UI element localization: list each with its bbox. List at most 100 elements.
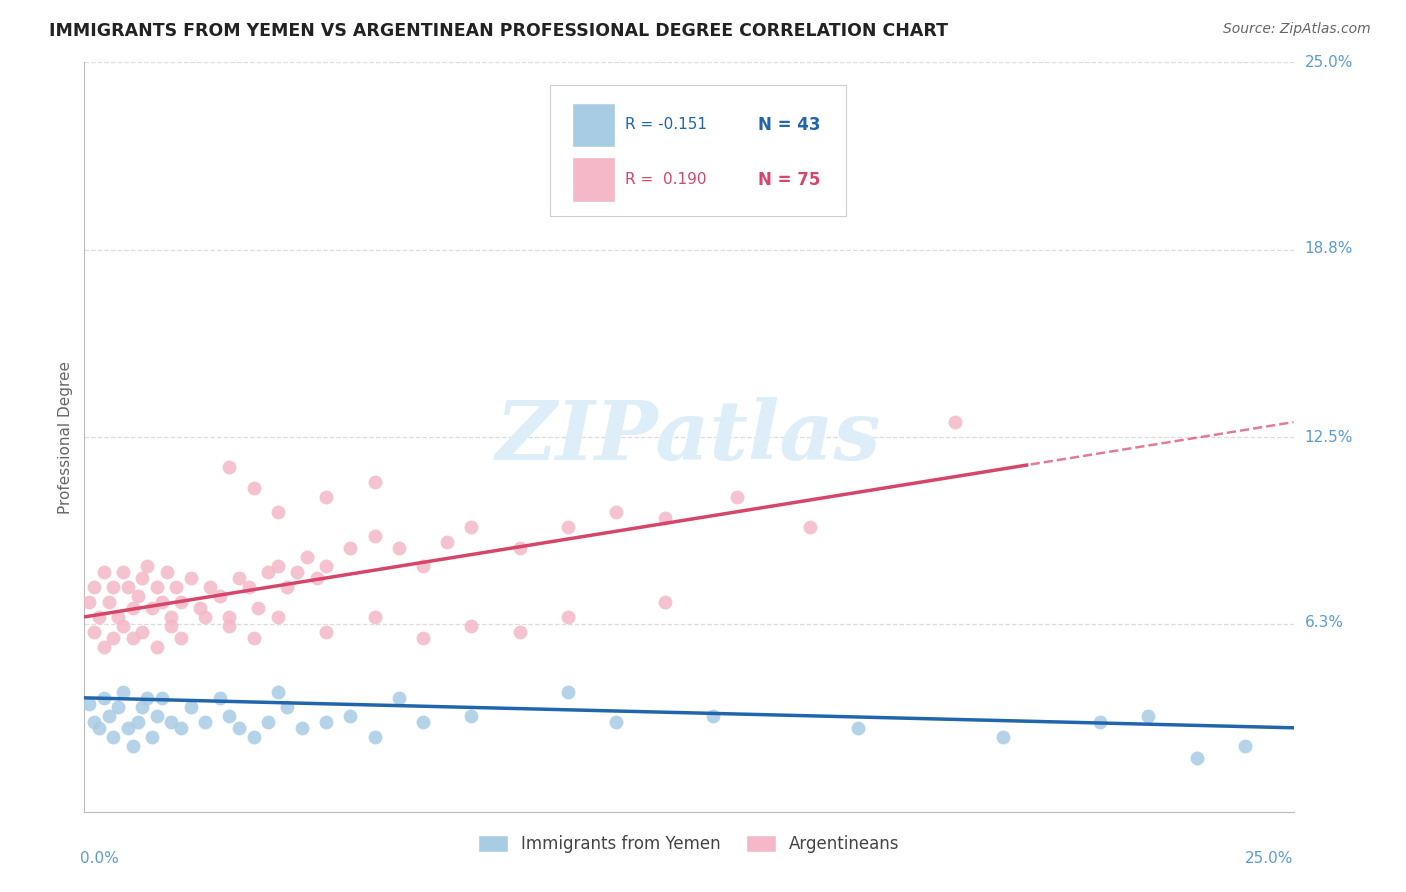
Text: N = 43: N = 43 [758, 116, 820, 134]
Point [150, 595, 173, 609]
Point [412, 631, 434, 645]
Point [238, 580, 260, 594]
Point [315, 558, 337, 573]
Point [103, 730, 125, 744]
Text: 12.5%: 12.5% [1305, 430, 1353, 444]
Point [412, 558, 434, 573]
Point [1234, 739, 1257, 753]
Point [208, 589, 231, 603]
Point [557, 610, 579, 624]
Point [557, 520, 579, 534]
Point [267, 685, 290, 699]
Point [131, 571, 153, 585]
Point [388, 541, 411, 555]
Point [267, 505, 290, 519]
Point [412, 714, 434, 729]
FancyBboxPatch shape [572, 103, 616, 147]
Text: 25.0%: 25.0% [1246, 851, 1294, 865]
Point [276, 699, 298, 714]
Point [460, 708, 482, 723]
Point [194, 610, 217, 624]
Point [257, 714, 280, 729]
Point [127, 714, 149, 729]
Point [83, 624, 105, 639]
Point [363, 730, 385, 744]
Point [702, 708, 724, 723]
Point [112, 685, 135, 699]
Text: 25.0%: 25.0% [1305, 55, 1353, 70]
Point [363, 475, 385, 489]
Point [131, 699, 153, 714]
Point [276, 580, 298, 594]
Point [160, 610, 183, 624]
Point [121, 601, 143, 615]
Point [1088, 714, 1111, 729]
Point [97, 708, 120, 723]
Point [799, 520, 821, 534]
Point [103, 580, 125, 594]
Point [285, 565, 308, 579]
Point [93, 565, 115, 579]
Point [242, 631, 264, 645]
Point [136, 558, 159, 573]
Point [107, 610, 129, 624]
Point [93, 690, 115, 705]
Point [208, 690, 231, 705]
Point [136, 690, 159, 705]
Point [121, 631, 143, 645]
Point [194, 714, 217, 729]
Point [87, 721, 110, 735]
Point [107, 699, 129, 714]
Point [315, 490, 337, 504]
Point [247, 601, 270, 615]
Point [509, 624, 531, 639]
Point [509, 541, 531, 555]
Point [436, 535, 458, 549]
Point [305, 571, 328, 585]
Point [160, 714, 183, 729]
Point [339, 541, 361, 555]
Legend: Immigrants from Yemen, Argentineans: Immigrants from Yemen, Argentineans [471, 828, 907, 860]
Point [141, 730, 163, 744]
Point [121, 739, 143, 753]
Point [605, 714, 627, 729]
Point [315, 714, 337, 729]
Text: 6.3%: 6.3% [1305, 615, 1344, 631]
Point [198, 580, 221, 594]
FancyBboxPatch shape [550, 85, 846, 216]
Point [943, 415, 966, 429]
Point [242, 730, 264, 744]
Y-axis label: Professional Degree: Professional Degree [58, 360, 73, 514]
Point [146, 708, 169, 723]
Text: R = -0.151: R = -0.151 [624, 118, 707, 132]
Point [127, 589, 149, 603]
Point [460, 520, 482, 534]
Point [87, 610, 110, 624]
Point [83, 580, 105, 594]
Text: Source: ZipAtlas.com: Source: ZipAtlas.com [1223, 22, 1371, 37]
Text: IMMIGRANTS FROM YEMEN VS ARGENTINEAN PROFESSIONAL DEGREE CORRELATION CHART: IMMIGRANTS FROM YEMEN VS ARGENTINEAN PRO… [49, 22, 948, 40]
Point [103, 631, 125, 645]
Point [315, 624, 337, 639]
Point [1185, 751, 1208, 765]
Point [339, 708, 361, 723]
Point [654, 595, 676, 609]
Point [146, 580, 169, 594]
Point [218, 460, 240, 475]
Point [180, 699, 202, 714]
Point [112, 619, 135, 633]
Point [267, 558, 290, 573]
Point [77, 595, 100, 609]
Point [190, 601, 212, 615]
Point [242, 481, 264, 495]
Point [654, 511, 676, 525]
Point [363, 610, 385, 624]
Point [1137, 708, 1160, 723]
Point [117, 721, 139, 735]
Point [363, 529, 385, 543]
Point [557, 685, 579, 699]
Point [218, 619, 240, 633]
Point [117, 580, 139, 594]
Point [180, 571, 202, 585]
Point [97, 595, 120, 609]
